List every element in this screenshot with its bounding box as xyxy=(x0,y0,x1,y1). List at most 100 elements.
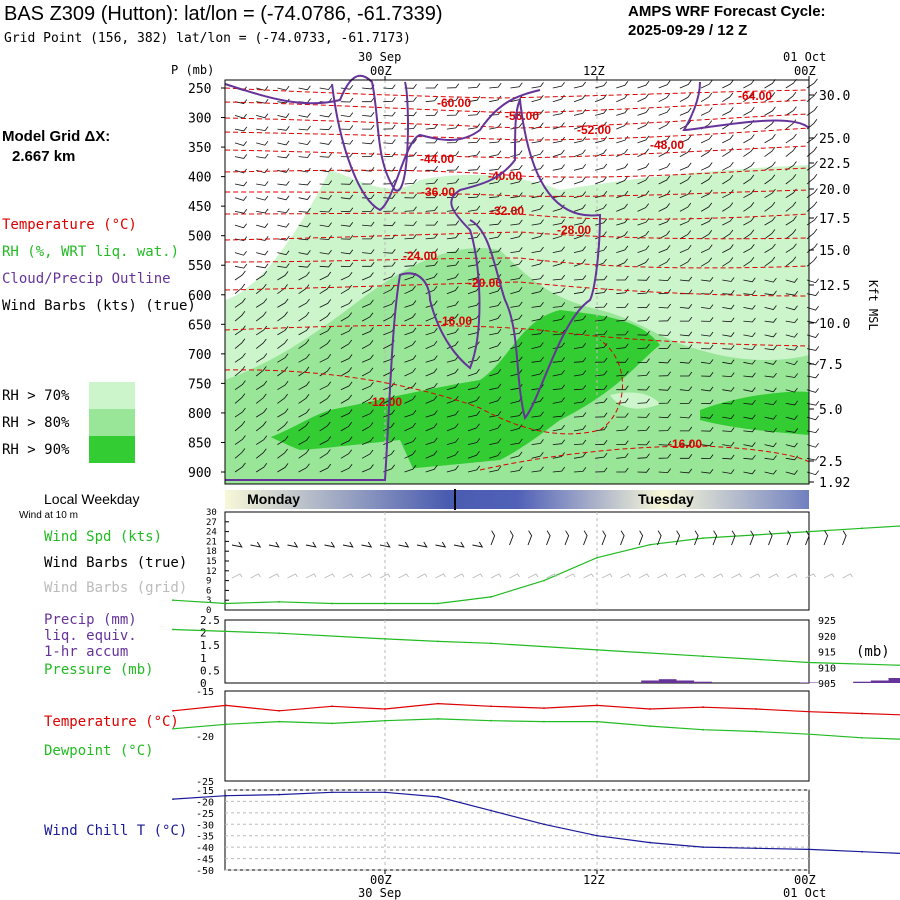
wind-barb xyxy=(489,95,502,103)
wind-barb xyxy=(361,436,374,445)
wind-tick-label: 30 xyxy=(206,508,217,518)
wind-barb xyxy=(531,219,544,226)
wind-barb xyxy=(764,455,777,460)
wind-barb xyxy=(361,394,374,404)
wind-barb xyxy=(489,423,502,432)
wind-barb xyxy=(722,257,734,267)
wind-barb xyxy=(764,201,776,212)
wind-barb xyxy=(743,256,755,267)
wind-barb xyxy=(679,230,692,240)
surface-wind-barb xyxy=(398,541,410,548)
wind-speed-line-point xyxy=(384,602,386,605)
wind-barb xyxy=(701,289,714,295)
pressure-tick-label-right: 925 xyxy=(818,616,836,627)
temp-tick-label: -25 xyxy=(196,777,214,788)
wind-barb xyxy=(743,244,755,253)
wind-barb xyxy=(404,409,417,418)
grid-wind-barb xyxy=(694,573,705,579)
wind-barb xyxy=(256,208,269,214)
wind-barb xyxy=(446,83,460,89)
wind-barb xyxy=(573,412,587,418)
wind-barb xyxy=(785,146,797,157)
wind-speed-line-point xyxy=(596,556,598,559)
wind-barb xyxy=(552,149,565,157)
model-grid-label: Model Grid ΔX: xyxy=(2,128,111,145)
surface-wind-barb xyxy=(490,530,496,546)
wind-barb xyxy=(722,332,735,337)
wind-barb xyxy=(277,298,289,308)
surface-wind-barb xyxy=(268,541,280,548)
wind-barb xyxy=(700,107,713,116)
wind-barb xyxy=(764,290,777,296)
wind-barb xyxy=(722,92,734,103)
wind-barb xyxy=(425,261,438,267)
wind-barb xyxy=(764,332,777,338)
wind-barb xyxy=(552,191,565,199)
wind-barb xyxy=(637,230,650,240)
wind-barb xyxy=(319,326,332,336)
wind-barb xyxy=(319,449,331,459)
wind-barb xyxy=(425,355,438,363)
precip-tick-label: 1.5 xyxy=(200,639,220,652)
wind-tick-label: 3 xyxy=(206,596,211,606)
wind-barb xyxy=(679,189,692,199)
temperature-line-point xyxy=(490,705,492,708)
wind-barb xyxy=(404,300,417,308)
wind-barb xyxy=(425,123,438,130)
wind-barb xyxy=(319,140,332,145)
wind-barb xyxy=(510,301,523,308)
wind-barb xyxy=(510,247,523,253)
wind-barb xyxy=(383,124,396,130)
wind-barb xyxy=(637,135,650,144)
pressure-tick-label: 500 xyxy=(188,230,211,245)
forecast-cycle-value: 2025-09-29 / 12 Z xyxy=(628,22,748,39)
wind-barb xyxy=(573,109,587,116)
wind-barb xyxy=(764,174,776,185)
wind-barb xyxy=(446,165,460,171)
wind-barb xyxy=(616,412,629,418)
wind-barb xyxy=(785,400,799,406)
pressure-tick-label: 400 xyxy=(188,171,211,186)
wind-barb xyxy=(298,208,311,213)
wind-barb xyxy=(743,189,755,199)
wind-barb xyxy=(340,339,353,349)
local-weekday-label: Local Weekday xyxy=(44,491,140,507)
wind-barb xyxy=(467,138,481,144)
wind-barb xyxy=(785,201,797,212)
wind-barb xyxy=(319,366,331,377)
wind-barb xyxy=(531,287,544,295)
wind-barb xyxy=(552,329,566,336)
surface-wind-barb xyxy=(749,530,755,546)
wind-barb xyxy=(616,440,629,445)
wind-barb xyxy=(446,313,459,322)
wind-barb xyxy=(552,315,565,322)
wind-barb xyxy=(489,232,502,240)
wind-barb xyxy=(298,339,310,349)
wind-barb xyxy=(531,109,544,116)
wind-barb xyxy=(764,360,777,365)
legend-temperature: Temperature (°C) xyxy=(2,217,137,233)
wind-barb xyxy=(701,426,714,432)
wind-barb xyxy=(743,317,756,323)
wind-barb xyxy=(319,463,332,473)
wind-barb xyxy=(298,366,310,377)
wind-barb xyxy=(785,174,797,185)
wind-barb xyxy=(806,305,819,311)
wind-barb xyxy=(785,216,797,226)
grid-wind-barb xyxy=(675,573,687,579)
wind-barb xyxy=(806,318,820,324)
surface-wind-barb xyxy=(675,530,681,546)
grid-wind-barb xyxy=(435,573,446,579)
wind-barb xyxy=(700,230,713,240)
wind-barb xyxy=(616,258,628,267)
wind-barb xyxy=(743,106,755,116)
wind-barb xyxy=(743,427,756,433)
wind-barb xyxy=(531,466,544,473)
wind-barb xyxy=(637,108,650,116)
kft-tick-label: 5.0 xyxy=(819,403,842,418)
grid-wind-barb xyxy=(786,573,798,579)
wind-barb xyxy=(637,371,650,377)
wind-barb xyxy=(679,257,692,267)
wind-barb xyxy=(319,339,331,349)
wind-barb xyxy=(340,394,353,404)
